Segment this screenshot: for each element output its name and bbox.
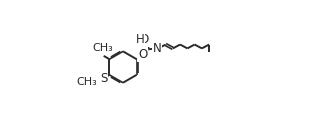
Text: CH₃: CH₃ bbox=[92, 43, 113, 53]
Text: CH₃: CH₃ bbox=[76, 76, 97, 86]
Text: N: N bbox=[153, 42, 161, 55]
Text: O: O bbox=[138, 48, 147, 61]
Text: H: H bbox=[136, 33, 144, 46]
Text: S: S bbox=[100, 72, 107, 85]
Text: O: O bbox=[139, 33, 149, 46]
